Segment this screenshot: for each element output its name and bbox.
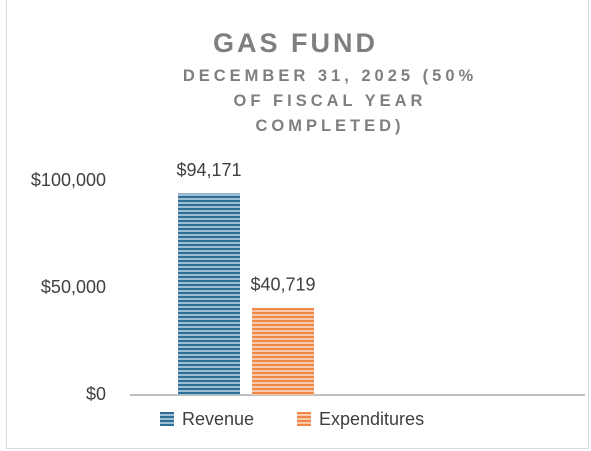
legend-swatch — [297, 412, 311, 426]
legend-label: Expenditures — [319, 409, 424, 429]
legend-label: Revenue — [182, 409, 254, 429]
chart-subtitle: DECEMBER 31, 2025 (50% OF FISCAL YEAR CO… — [182, 67, 478, 135]
data-label: $94,171 — [176, 160, 241, 180]
y-tick-label: $0 — [86, 384, 106, 404]
bar — [178, 193, 240, 395]
bar — [252, 307, 314, 395]
data-label: $40,719 — [250, 275, 315, 295]
y-tick-label: $50,000 — [41, 277, 106, 297]
chart-frame — [6, 0, 589, 449]
y-tick-label: $100,000 — [31, 170, 106, 190]
chart-title: GAS FUND — [213, 28, 378, 58]
legend-swatch — [160, 412, 174, 426]
